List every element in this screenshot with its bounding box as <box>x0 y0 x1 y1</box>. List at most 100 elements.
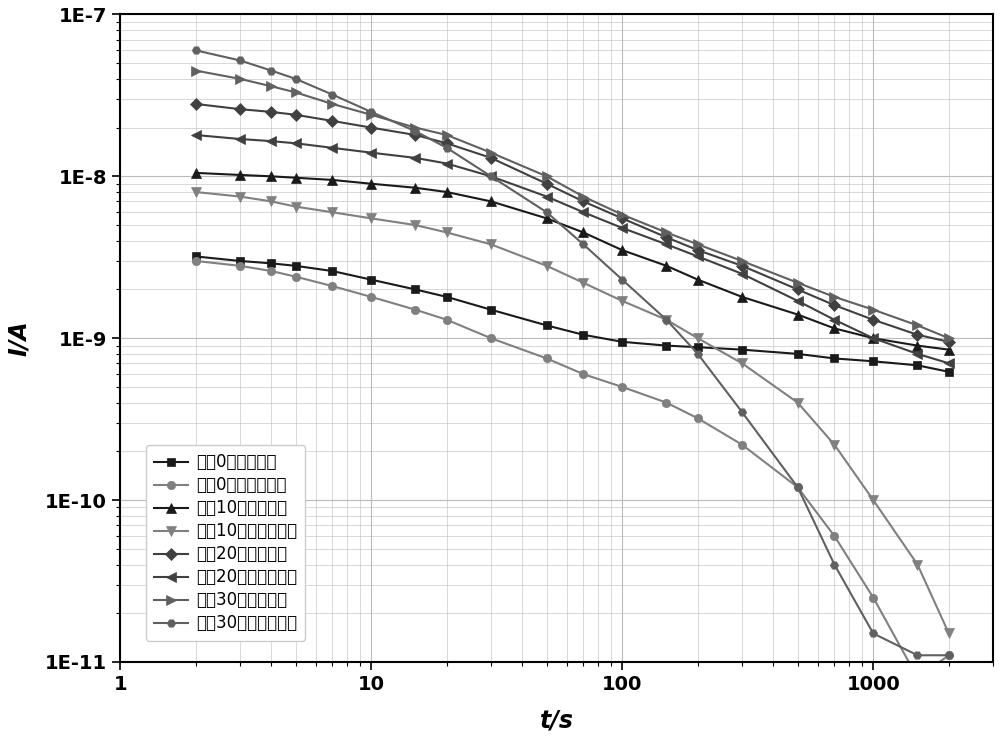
老化10天极化电流 <box>441 188 453 197</box>
老化10天极化电流 <box>234 171 246 180</box>
老化30天极化电流 <box>365 110 377 119</box>
老化0天去极化电流 <box>365 293 377 302</box>
老化20天去极化电流 <box>828 316 840 324</box>
老化0天去极化电流 <box>943 651 955 660</box>
老化0天极化电流 <box>365 275 377 284</box>
老化20天极化电流 <box>441 139 453 148</box>
老化0天去极化电流 <box>577 370 589 378</box>
老化30天去极化电流 <box>660 316 672 324</box>
老化0天极化电流 <box>290 262 302 270</box>
老化20天去极化电流 <box>943 359 955 368</box>
老化10天极化电流 <box>828 324 840 333</box>
老化20天极化电流 <box>660 233 672 242</box>
老化20天去极化电流 <box>541 192 553 201</box>
Line: 老化0天极化电流: 老化0天极化电流 <box>192 252 953 376</box>
老化0天去极化电流 <box>692 414 704 423</box>
老化30天去极化电流 <box>234 56 246 65</box>
Y-axis label: I/A: I/A <box>7 321 31 356</box>
老化20天极化电流 <box>409 131 421 140</box>
Line: 老化0天去极化电流: 老化0天去极化电流 <box>192 257 953 682</box>
老化10天去极化电流 <box>265 197 277 206</box>
老化10天极化电流 <box>692 275 704 284</box>
老化30天去极化电流 <box>485 172 497 181</box>
老化30天去极化电流 <box>441 143 453 152</box>
老化20天去极化电流 <box>234 134 246 143</box>
老化10天去极化电流 <box>441 228 453 237</box>
老化20天极化电流 <box>867 316 879 324</box>
老化20天极化电流 <box>234 105 246 114</box>
老化30天极化电流 <box>867 305 879 314</box>
老化10天极化电流 <box>660 262 672 270</box>
老化20天极化电流 <box>828 301 840 310</box>
老化10天去极化电流 <box>828 440 840 449</box>
老化0天极化电流 <box>485 305 497 314</box>
Line: 老化30天去极化电流: 老化30天去极化电流 <box>192 47 953 659</box>
老化30天极化电流 <box>828 293 840 302</box>
老化30天去极化电流 <box>692 350 704 358</box>
老化10天去极化电流 <box>660 316 672 324</box>
老化0天极化电流 <box>943 367 955 376</box>
老化30天去极化电流 <box>290 75 302 84</box>
老化0天去极化电流 <box>792 483 804 491</box>
老化20天去极化电流 <box>409 154 421 163</box>
老化30天去极化电流 <box>265 67 277 75</box>
老化20天去极化电流 <box>616 223 628 232</box>
老化10天极化电流 <box>290 174 302 183</box>
老化0天去极化电流 <box>190 256 202 265</box>
老化0天极化电流 <box>828 354 840 363</box>
老化20天极化电流 <box>911 330 923 339</box>
老化10天去极化电流 <box>326 208 338 217</box>
老化0天去极化电流 <box>409 305 421 314</box>
老化10天去极化电流 <box>577 279 589 287</box>
老化10天去极化电流 <box>485 240 497 249</box>
老化20天去极化电流 <box>441 159 453 168</box>
老化10天去极化电流 <box>190 188 202 197</box>
老化30天极化电流 <box>485 149 497 157</box>
老化20天去极化电流 <box>660 240 672 249</box>
老化20天去极化电流 <box>692 252 704 261</box>
老化30天去极化电流 <box>736 408 748 417</box>
老化20天极化电流 <box>616 214 628 222</box>
老化10天极化电流 <box>792 310 804 319</box>
老化0天去极化电流 <box>867 593 879 602</box>
老化30天极化电流 <box>265 82 277 91</box>
老化30天极化电流 <box>577 192 589 201</box>
老化0天去极化电流 <box>660 398 672 407</box>
老化10天极化电流 <box>409 183 421 192</box>
老化30天极化电流 <box>660 228 672 237</box>
老化0天极化电流 <box>234 256 246 265</box>
老化0天极化电流 <box>409 285 421 294</box>
老化30天去极化电流 <box>867 629 879 638</box>
老化30天去极化电流 <box>541 208 553 217</box>
老化30天去极化电流 <box>943 651 955 660</box>
老化0天去极化电流 <box>911 673 923 682</box>
老化0天去极化电流 <box>616 383 628 392</box>
老化30天极化电流 <box>943 334 955 343</box>
老化10天极化电流 <box>265 172 277 181</box>
老化10天极化电流 <box>867 334 879 343</box>
老化30天去极化电流 <box>792 483 804 491</box>
老化20天去极化电流 <box>792 296 804 305</box>
老化0天极化电流 <box>541 321 553 330</box>
老化20天极化电流 <box>290 110 302 119</box>
老化0天极化电流 <box>326 267 338 276</box>
老化30天去极化电流 <box>616 275 628 284</box>
老化0天极化电流 <box>660 341 672 350</box>
老化0天极化电流 <box>911 361 923 370</box>
老化0天去极化电流 <box>541 354 553 363</box>
老化0天去极化电流 <box>736 440 748 449</box>
老化20天极化电流 <box>792 285 804 294</box>
老化20天极化电流 <box>577 197 589 206</box>
老化0天极化电流 <box>692 343 704 352</box>
老化30天去极化电流 <box>911 651 923 660</box>
老化10天极化电流 <box>577 228 589 237</box>
老化0天去极化电流 <box>265 267 277 276</box>
老化0天去极化电流 <box>828 531 840 540</box>
老化20天去极化电流 <box>577 208 589 217</box>
老化30天极化电流 <box>441 131 453 140</box>
老化20天极化电流 <box>736 262 748 270</box>
老化20天极化电流 <box>692 245 704 254</box>
老化30天去极化电流 <box>828 560 840 569</box>
老化20天去极化电流 <box>911 350 923 358</box>
老化30天去极化电流 <box>409 127 421 136</box>
